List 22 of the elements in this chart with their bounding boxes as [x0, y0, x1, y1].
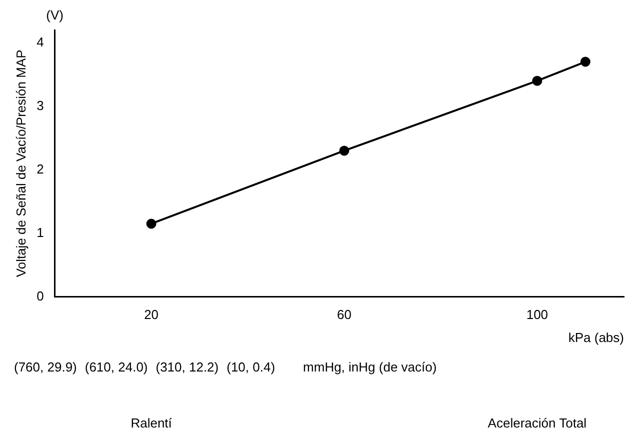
x2-axis-title: mmHg, inHg (de vacío): [303, 360, 437, 375]
y-tick-label: 0: [36, 288, 44, 304]
point: [339, 146, 350, 156]
y-tick-label: 3: [36, 98, 44, 113]
y-axis-title: Voltaje de Señal de Vacío/Presión MAP: [13, 50, 28, 278]
x-axis-title: kPa (abs): [568, 330, 624, 345]
y-tick-label: 4: [36, 34, 44, 50]
text: (310, 12.2): [156, 360, 219, 375]
point: [532, 76, 542, 86]
point: [580, 56, 590, 67]
text: (10, 0.4): [226, 360, 276, 375]
y-tick-label: 2: [36, 161, 44, 176]
x-tick-label: 20: [144, 307, 159, 322]
y-tick-label: 1: [36, 224, 44, 240]
x-tick-label: 60: [337, 307, 352, 322]
text: (610, 24.0): [84, 360, 148, 375]
x-tick-label: 100: [526, 307, 548, 322]
text: (V): [46, 8, 64, 23]
point: [146, 218, 156, 229]
text: Aceleración Total: [488, 416, 587, 431]
text: (760, 29.9): [14, 360, 77, 375]
text: Ralentí: [130, 416, 172, 431]
